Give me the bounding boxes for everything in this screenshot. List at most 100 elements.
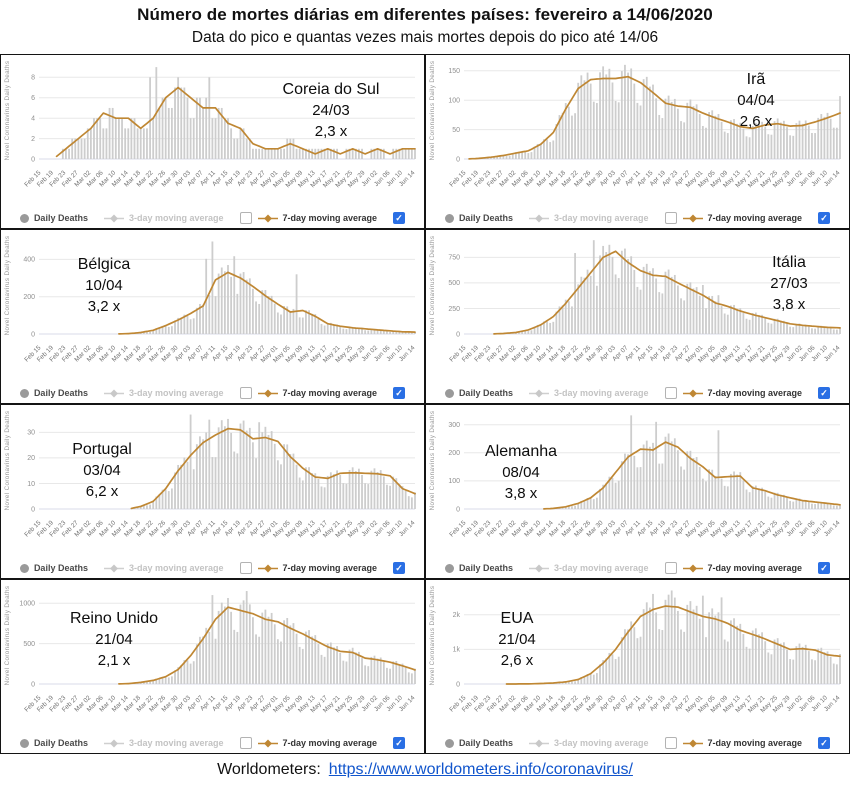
legend-daily-deaths[interactable]: Daily Deaths — [19, 563, 88, 573]
checkbox-checked-icon[interactable]: ✓ — [393, 737, 406, 749]
chart-annotation: Alemanha 08/04 3,8 x — [446, 441, 596, 504]
legend-3day-average[interactable]: 3-day moving average — [103, 563, 224, 573]
checkbox-checked-icon[interactable]: ✓ — [818, 562, 831, 574]
legend-3day-average[interactable]: 3-day moving average — [528, 213, 649, 223]
chart-peak-multiplier: 3,2 x — [87, 298, 121, 315]
avg7-line — [118, 271, 416, 335]
legend-7day-average[interactable]: 7-day moving average — [239, 387, 377, 399]
checkbox-checked-icon[interactable]: ✓ — [393, 387, 406, 399]
chart-peak-multiplier: 2,6 x — [500, 652, 534, 669]
legend-7day-average[interactable]: 7-day moving average — [664, 737, 802, 749]
daily-deaths-bars — [493, 240, 841, 334]
daily-deaths-marker-icon — [444, 213, 454, 223]
checkbox-unchecked-icon[interactable] — [239, 387, 252, 399]
svg-text:30: 30 — [27, 430, 35, 437]
legend-7day-average[interactable]: 7-day moving average — [664, 387, 802, 399]
daily-deaths-bars — [61, 67, 416, 159]
checkbox-unchecked-icon[interactable] — [664, 387, 677, 399]
chart-panel-belgica: 0 200 400 Novel Coronavirus Daily Deaths Feb… — [0, 229, 425, 404]
chart-legend: Daily Deaths 3-day moving average 7-day mo… — [426, 562, 849, 574]
chart-peak-date: 04/04 — [737, 92, 775, 109]
chart-legend: Daily Deaths 3-day moving average 7-day mo… — [1, 387, 424, 399]
checkbox-checked-icon[interactable]: ✓ — [818, 387, 831, 399]
legend-7day-average[interactable]: 7-day moving average — [664, 212, 802, 224]
legend-daily-deaths[interactable]: Daily Deaths — [19, 213, 88, 223]
legend-7day-average[interactable]: 7-day moving average — [239, 212, 377, 224]
avg3-line-marker-icon — [528, 564, 549, 572]
checkbox-checked-icon[interactable]: ✓ — [818, 212, 831, 224]
y-tick-labels: 0 2 4 6 8 — [31, 75, 35, 164]
legend-7day-average[interactable]: 7-day moving average — [239, 562, 377, 574]
legend-daily-deaths[interactable]: Daily Deaths — [444, 738, 513, 748]
legend-3day-average[interactable]: 3-day moving average — [528, 388, 649, 398]
checkbox-checked-icon[interactable]: ✓ — [393, 562, 406, 574]
avg3-line-marker-icon — [103, 739, 124, 747]
checkbox-unchecked-icon[interactable] — [239, 212, 252, 224]
legend-7day-average[interactable]: 7-day moving average — [239, 737, 377, 749]
legend-3day-average[interactable]: 3-day moving average — [103, 213, 224, 223]
svg-text:0: 0 — [456, 681, 460, 688]
checkbox-unchecked-icon[interactable] — [664, 212, 677, 224]
chart-svg-coreia-do-sul: 0 2 4 6 8 Novel Coronavirus Daily Deaths Feb 1… — [4, 61, 417, 190]
chart-peak-date: 10/04 — [85, 277, 123, 294]
source-label: Worldometers: — [217, 761, 321, 778]
y-axis-label: Novel Coronavirus Daily Deaths — [4, 236, 11, 336]
chart-panel-ira: 0 50 100 150 Novel Coronavirus Daily Deaths F… — [425, 54, 850, 229]
legend-daily-deaths[interactable]: Daily Deaths — [444, 388, 513, 398]
legend-daily-deaths[interactable]: Daily Deaths — [444, 213, 513, 223]
checkbox-unchecked-icon[interactable] — [664, 562, 677, 574]
chart-peak-multiplier: 3,8 x — [504, 485, 538, 502]
legend-daily-deaths[interactable]: Daily Deaths — [444, 563, 513, 573]
svg-text:0: 0 — [456, 506, 460, 513]
legend-3day-average[interactable]: 3-day moving average — [528, 738, 649, 748]
chart-svg-alemanha: 0 100 200 300 Novel Coronavirus Daily Deaths… — [429, 411, 842, 540]
avg3-line-marker-icon — [103, 564, 124, 572]
chart-country-label: Bélgica — [77, 256, 131, 273]
svg-text:0: 0 — [31, 681, 35, 688]
svg-text:200: 200 — [448, 450, 460, 457]
header: Número de mortes diárias em diferentes p… — [0, 0, 850, 54]
avg7-line-marker-icon — [257, 389, 278, 397]
checkbox-unchecked-icon[interactable] — [239, 562, 252, 574]
chart-annotation: Coreia do Sul 24/03 2,3 x — [256, 79, 406, 142]
chart-legend: Daily Deaths 3-day moving average 7-day mo… — [426, 387, 849, 399]
avg7-line — [55, 86, 416, 158]
daily-deaths-bars — [468, 64, 841, 159]
legend-3day-average[interactable]: 3-day moving average — [528, 563, 649, 573]
chart-peak-multiplier: 6,2 x — [85, 483, 119, 500]
daily-deaths-bars — [130, 414, 416, 509]
checkbox-checked-icon[interactable]: ✓ — [393, 212, 406, 224]
page-subtitle: Data do pico e quantas vezes mais mortes… — [191, 29, 659, 46]
svg-text:50: 50 — [452, 127, 460, 134]
legend-daily-deaths[interactable]: Daily Deaths — [19, 738, 88, 748]
checkbox-unchecked-icon[interactable] — [239, 737, 252, 749]
chart-legend: Daily Deaths 3-day moving average 7-day mo… — [426, 737, 849, 749]
chart-legend: Daily Deaths 3-day moving average 7-day mo… — [1, 737, 424, 749]
svg-text:0: 0 — [456, 331, 460, 338]
chart-annotation: Itália 27/03 3,8 x — [714, 252, 849, 315]
legend-daily-deaths[interactable]: Daily Deaths — [19, 388, 88, 398]
daily-deaths-marker-icon — [19, 388, 29, 398]
checkbox-unchecked-icon[interactable] — [664, 737, 677, 749]
legend-7day-average[interactable]: 7-day moving average — [664, 562, 802, 574]
daily-deaths-marker-icon — [19, 213, 29, 223]
chart-country-label: Itália — [772, 254, 806, 271]
y-axis-label: Novel Coronavirus Daily Deaths — [4, 586, 11, 686]
svg-text:6: 6 — [31, 95, 35, 102]
y-tick-labels: 0 500 1000 — [19, 601, 35, 689]
legend-3day-average[interactable]: 3-day moving average — [103, 388, 224, 398]
y-tick-labels: 0 200 400 — [23, 257, 35, 339]
daily-deaths-marker-icon — [444, 563, 454, 573]
checkbox-checked-icon[interactable]: ✓ — [818, 737, 831, 749]
avg7-line — [543, 441, 841, 510]
chart-peak-date: 21/04 — [95, 631, 133, 648]
legend-3day-average[interactable]: 3-day moving average — [103, 738, 224, 748]
daily-deaths-bars — [118, 591, 416, 684]
source-link[interactable]: https://www.worldometers.info/coronaviru… — [328, 761, 633, 778]
svg-text:300: 300 — [448, 422, 460, 429]
